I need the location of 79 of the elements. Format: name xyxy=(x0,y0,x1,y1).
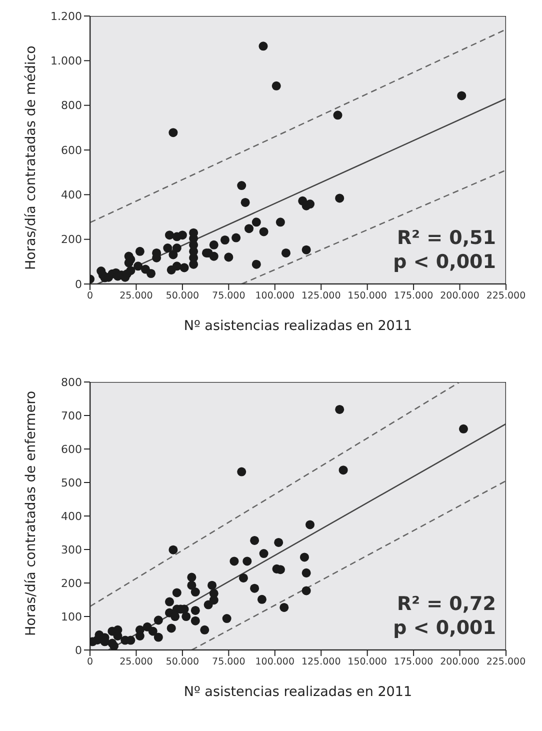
point xyxy=(187,572,196,582)
y-tick-label: 100 xyxy=(61,610,82,624)
point xyxy=(338,466,348,475)
x-tick-label: 50.000 xyxy=(166,656,200,668)
point xyxy=(250,536,260,545)
point xyxy=(259,549,268,558)
y-tick-label: 800 xyxy=(61,376,82,389)
point xyxy=(280,602,289,612)
y-tick-label: 200 xyxy=(61,233,82,246)
x-tick-label: 200.000 xyxy=(440,290,480,302)
point xyxy=(222,614,232,624)
x-tick-label: 150.000 xyxy=(348,290,387,302)
x-tick-label: 0 xyxy=(86,290,94,302)
point xyxy=(168,545,178,554)
point xyxy=(306,520,315,530)
point xyxy=(200,625,210,634)
x-tick-label: 200.000 xyxy=(440,656,480,668)
x-tick-label: 0 xyxy=(86,656,94,668)
x-axis-title: Nº asistencias realizadas en 2011 xyxy=(184,684,412,700)
point xyxy=(237,467,246,476)
y-tick-label: 600 xyxy=(61,144,82,157)
point xyxy=(250,584,260,593)
point xyxy=(208,580,217,590)
y-tick-label: 0 xyxy=(75,644,82,657)
point xyxy=(257,594,266,604)
point xyxy=(274,538,284,547)
y-axis-title: Horas/día contratadas de enfermero xyxy=(22,390,39,636)
point xyxy=(209,596,218,605)
annotation: R² = 0,51 xyxy=(396,226,496,250)
x-tick-label: 225.000 xyxy=(486,290,526,302)
y-tick-label: 200 xyxy=(61,576,82,590)
point xyxy=(110,641,119,650)
x-tick-label: 25.000 xyxy=(120,656,153,668)
point xyxy=(190,588,200,597)
point xyxy=(302,568,311,578)
point xyxy=(182,612,191,622)
y-tick-label: 700 xyxy=(61,409,82,422)
y-tick-label: 500 xyxy=(61,476,82,490)
x-tick-label: 125.000 xyxy=(301,290,341,302)
x-tick-label: 100.000 xyxy=(255,656,295,668)
point xyxy=(166,624,176,633)
point xyxy=(458,424,468,434)
x-axis-title: Nº asistencias realizadas en 2011 xyxy=(184,318,412,334)
point xyxy=(238,573,248,582)
annotation: p < 0,001 xyxy=(393,250,496,274)
point xyxy=(164,597,174,606)
x-tick-label: 175.000 xyxy=(394,290,434,302)
y-tick-label: 400 xyxy=(61,188,82,202)
x-tick-label: 75.000 xyxy=(212,656,246,668)
point xyxy=(242,556,252,566)
point xyxy=(300,552,309,562)
y-tick-label: 300 xyxy=(61,543,82,556)
y-tick-label: 1.200 xyxy=(50,10,82,23)
point xyxy=(172,588,182,598)
y-tick-label: 0 xyxy=(75,278,82,291)
point xyxy=(302,586,311,596)
point xyxy=(170,612,180,622)
point xyxy=(154,616,163,625)
y-tick-label: 1.000 xyxy=(50,54,82,68)
x-tick-label: 150.000 xyxy=(348,656,387,668)
x-tick-label: 100.000 xyxy=(255,290,295,302)
y-axis-title: Horas/día contratadas de médico xyxy=(22,46,39,270)
point xyxy=(154,632,163,642)
annotation: p < 0,001 xyxy=(393,616,496,640)
point xyxy=(335,404,344,414)
x-tick-label: 125.000 xyxy=(301,656,341,668)
annotation: R² = 0,72 xyxy=(396,592,496,616)
x-tick-label: 25.000 xyxy=(120,290,153,302)
y-tick-label: 800 xyxy=(61,99,82,112)
point xyxy=(148,626,158,636)
x-tick-label: 225.000 xyxy=(486,656,526,668)
y-tick-label: 600 xyxy=(61,442,82,456)
point xyxy=(190,616,200,626)
point xyxy=(190,606,200,615)
y-tick-label: 400 xyxy=(61,510,82,523)
point xyxy=(230,556,239,566)
x-tick-label: 50.000 xyxy=(166,290,200,302)
x-tick-label: 175.000 xyxy=(394,656,434,668)
x-tick-label: 75.000 xyxy=(212,290,246,302)
